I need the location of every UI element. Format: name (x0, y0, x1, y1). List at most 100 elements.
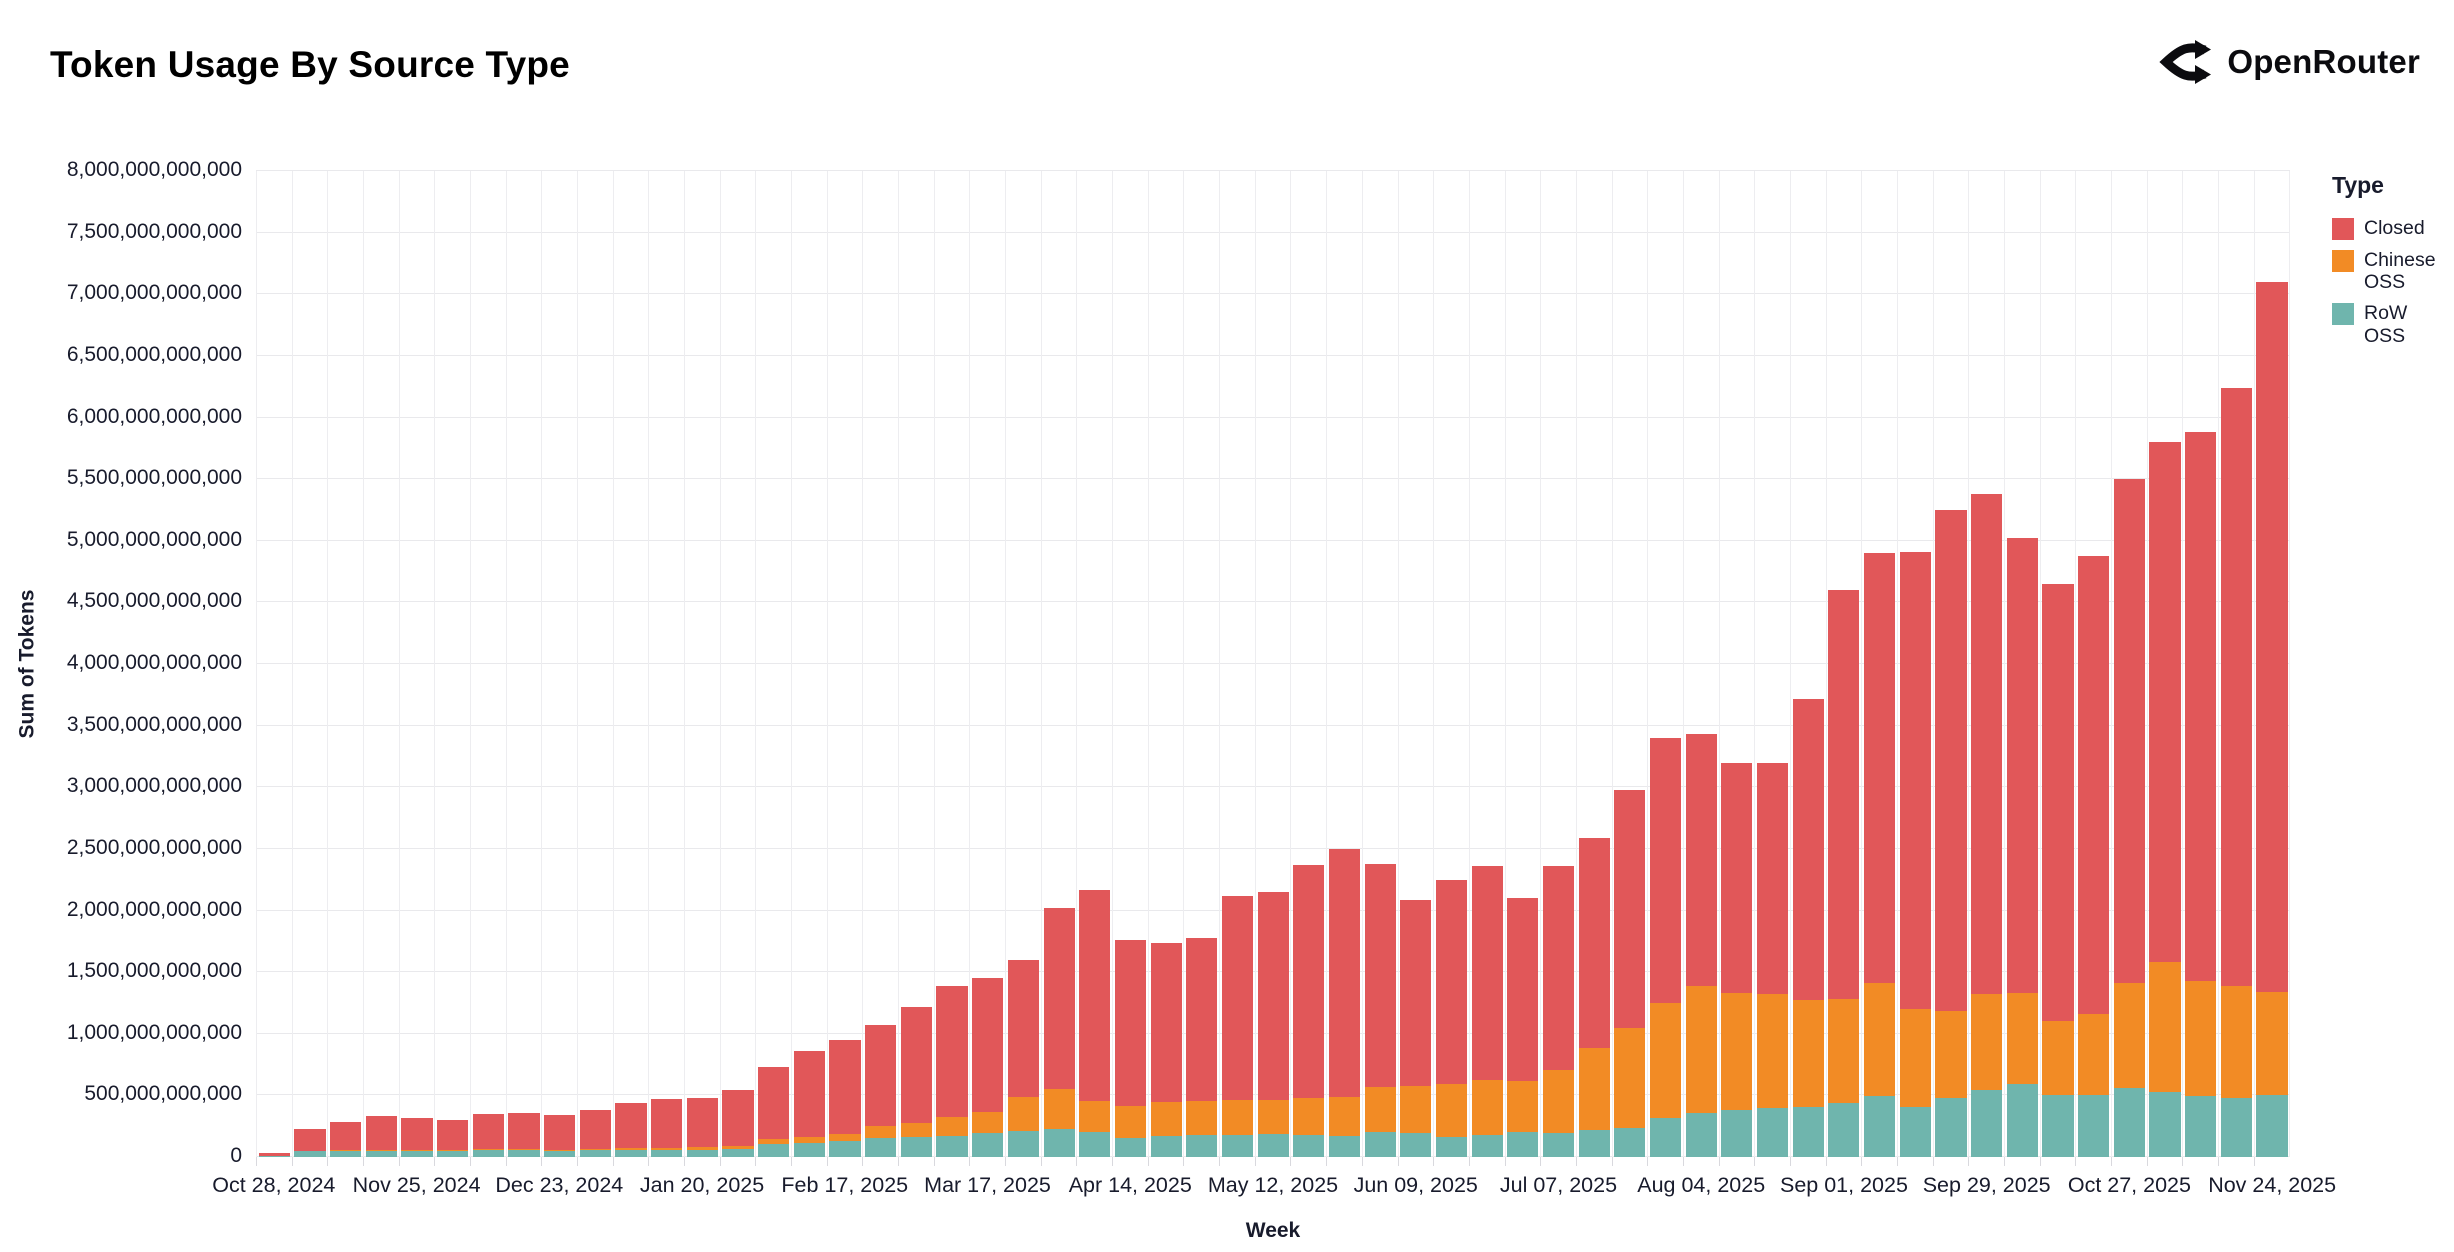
stacked-bar[interactable] (1721, 762, 1753, 1157)
stacked-bar[interactable] (1007, 959, 1040, 1157)
bar-segment-closed[interactable] (2042, 583, 2074, 1021)
bar-segment-row-oss[interactable] (2113, 1087, 2145, 1157)
bar-segment-closed[interactable] (2113, 479, 2145, 984)
bar-segment-chinese-oss[interactable] (722, 1145, 754, 1149)
bar-segment-chinese-oss[interactable] (330, 1150, 362, 1152)
bar-segment-row-oss[interactable] (1721, 1109, 1753, 1157)
bar-segment-row-oss[interactable] (829, 1141, 861, 1157)
stacked-bar[interactable] (972, 978, 1004, 1157)
bar-segment-row-oss[interactable] (1400, 1132, 1432, 1157)
bar-segment-closed[interactable] (1221, 895, 1254, 1100)
bar-segment-row-oss[interactable] (1685, 1113, 1717, 1157)
bar-segment-closed[interactable] (1400, 900, 1432, 1086)
bar-segment-row-oss[interactable] (1186, 1134, 1218, 1157)
bar-segment-closed[interactable] (1899, 551, 1931, 1009)
bar-segment-closed[interactable] (722, 1090, 754, 1146)
bar-segment-chinese-oss[interactable] (936, 1117, 968, 1136)
bar-segment-closed[interactable] (865, 1025, 897, 1127)
bar-segment-row-oss[interactable] (793, 1143, 825, 1157)
bar-segment-row-oss[interactable] (1756, 1108, 1789, 1157)
bar-segment-closed[interactable] (1079, 889, 1111, 1101)
bar-segment-row-oss[interactable] (2149, 1091, 2181, 1157)
bar-segment-closed[interactable] (365, 1116, 397, 1150)
stacked-bar[interactable] (2113, 479, 2145, 1157)
bar-segment-chinese-oss[interactable] (758, 1138, 790, 1145)
bar-segment-closed[interactable] (900, 1006, 933, 1124)
stacked-bar[interactable] (1614, 789, 1646, 1157)
bar-segment-closed[interactable] (1043, 908, 1075, 1089)
bar-segment-chinese-oss[interactable] (1828, 998, 1860, 1104)
stacked-bar[interactable] (258, 1153, 290, 1157)
bar-segment-closed[interactable] (472, 1113, 504, 1150)
bar-segment-row-oss[interactable] (1828, 1103, 1860, 1157)
bar-segment-chinese-oss[interactable] (2256, 991, 2288, 1096)
bar-segment-closed[interactable] (1935, 509, 1967, 1012)
bar-segment-chinese-oss[interactable] (1007, 1097, 1040, 1131)
bar-segment-closed[interactable] (1293, 864, 1325, 1099)
bar-segment-chinese-oss[interactable] (1221, 1099, 1254, 1135)
bar-segment-row-oss[interactable] (972, 1133, 1004, 1157)
bar-segment-row-oss[interactable] (615, 1150, 647, 1157)
bar-segment-chinese-oss[interactable] (401, 1149, 433, 1151)
legend-item-chinese-oss[interactable]: Chinese OSS (2332, 249, 2450, 293)
bar-segment-row-oss[interactable] (330, 1151, 362, 1157)
bar-segment-row-oss[interactable] (1257, 1133, 1289, 1157)
bar-segment-closed[interactable] (1863, 553, 1896, 983)
legend-item-closed[interactable]: Closed (2332, 217, 2450, 240)
stacked-bar[interactable] (900, 1006, 933, 1157)
stacked-bar[interactable] (1970, 493, 2003, 1157)
bar-segment-closed[interactable] (2149, 442, 2181, 963)
bar-segment-chinese-oss[interactable] (1400, 1085, 1432, 1133)
bar-segment-row-oss[interactable] (1364, 1131, 1396, 1157)
stacked-bar[interactable] (1435, 879, 1468, 1157)
bar-segment-row-oss[interactable] (1043, 1128, 1075, 1157)
bar-segment-row-oss[interactable] (1863, 1096, 1896, 1157)
stacked-bar[interactable] (1828, 590, 1860, 1157)
stacked-bar[interactable] (365, 1116, 397, 1157)
bar-segment-row-oss[interactable] (294, 1151, 326, 1157)
bar-segment-closed[interactable] (1507, 898, 1539, 1082)
bar-segment-row-oss[interactable] (1542, 1132, 1575, 1157)
bar-segment-closed[interactable] (1114, 940, 1147, 1106)
bar-segment-closed[interactable] (401, 1118, 433, 1150)
bar-segment-chinese-oss[interactable] (2220, 985, 2252, 1098)
bar-segment-closed[interactable] (437, 1120, 469, 1151)
bar-segment-closed[interactable] (258, 1153, 290, 1156)
stacked-bar[interactable] (1114, 940, 1147, 1157)
bar-segment-row-oss[interactable] (1079, 1131, 1111, 1157)
bar-segment-closed[interactable] (972, 978, 1004, 1113)
stacked-bar[interactable] (722, 1090, 754, 1157)
bar-segment-chinese-oss[interactable] (1079, 1100, 1111, 1132)
stacked-bar[interactable] (1186, 937, 1218, 1157)
bar-segment-chinese-oss[interactable] (1471, 1080, 1503, 1135)
bar-segment-row-oss[interactable] (1221, 1134, 1254, 1157)
bar-segment-closed[interactable] (829, 1039, 861, 1134)
bar-segment-chinese-oss[interactable] (1863, 982, 1896, 1097)
bar-segment-row-oss[interactable] (2077, 1094, 2110, 1157)
bar-segment-closed[interactable] (330, 1121, 362, 1151)
bar-segment-closed[interactable] (1186, 937, 1218, 1101)
stacked-bar[interactable] (1792, 698, 1824, 1157)
bar-segment-row-oss[interactable] (437, 1151, 469, 1157)
bar-segment-closed[interactable] (1970, 493, 2003, 995)
bar-segment-row-oss[interactable] (1614, 1127, 1646, 1157)
bar-segment-row-oss[interactable] (1935, 1098, 1967, 1157)
bar-segment-closed[interactable] (793, 1051, 825, 1137)
bar-segment-row-oss[interactable] (1007, 1130, 1040, 1157)
bar-segment-closed[interactable] (1257, 892, 1289, 1100)
bar-segment-chinese-oss[interactable] (579, 1148, 611, 1151)
bar-segment-closed[interactable] (651, 1099, 683, 1148)
bar-segment-chinese-oss[interactable] (829, 1133, 861, 1142)
bar-segment-row-oss[interactable] (1328, 1135, 1361, 1157)
bar-segment-chinese-oss[interactable] (865, 1126, 897, 1139)
stacked-bar[interactable] (1542, 866, 1575, 1157)
legend-item-row-oss[interactable]: RoW OSS (2332, 302, 2450, 347)
bar-segment-row-oss[interactable] (1471, 1134, 1503, 1157)
bar-segment-closed[interactable] (2006, 538, 2038, 993)
bar-segment-closed[interactable] (1721, 762, 1753, 993)
stacked-bar[interactable] (829, 1039, 861, 1157)
bar-segment-closed[interactable] (1578, 837, 1610, 1048)
stacked-bar[interactable] (2042, 583, 2074, 1157)
bar-segment-chinese-oss[interactable] (1328, 1097, 1361, 1136)
stacked-bar[interactable] (865, 1025, 897, 1157)
